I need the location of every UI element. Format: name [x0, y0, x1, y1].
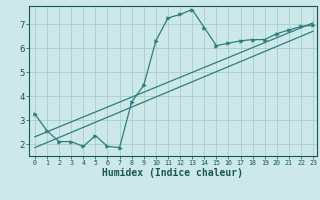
X-axis label: Humidex (Indice chaleur): Humidex (Indice chaleur)	[102, 168, 243, 178]
